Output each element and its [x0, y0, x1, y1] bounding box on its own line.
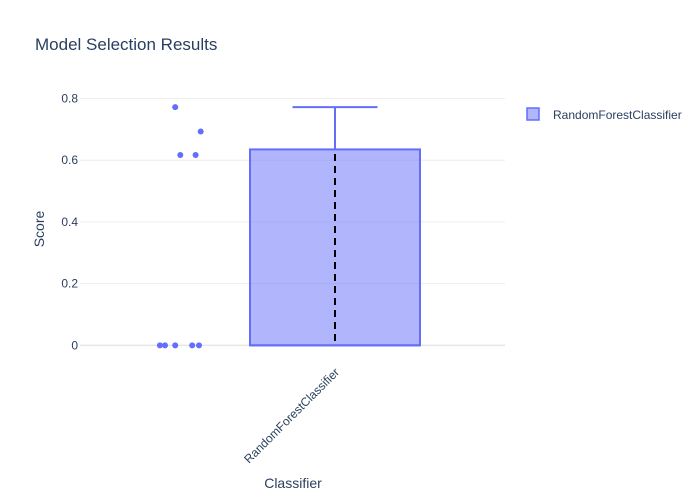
y-tick-label: 0.2 [61, 277, 78, 291]
x-axis-title: Classifier [264, 475, 322, 491]
y-tick-label: 0.4 [61, 215, 78, 229]
legend[interactable]: RandomForestClassifier [526, 107, 682, 122]
y-tick-label: 0.6 [61, 153, 78, 167]
data-point [177, 151, 184, 158]
y-tick-label: 0.8 [61, 92, 78, 106]
data-point [172, 104, 179, 111]
plot-area [156, 104, 421, 349]
chart-title: Model Selection Results [35, 35, 217, 54]
data-point [156, 342, 163, 349]
x-axis-ticks: RandomForestClassifier [241, 365, 342, 466]
x-tick-label: RandomForestClassifier [241, 365, 342, 466]
data-point [192, 151, 199, 158]
legend-swatch [526, 107, 540, 121]
y-axis-title: Score [31, 211, 47, 248]
data-point [172, 342, 179, 349]
legend-label: RandomForestClassifier [553, 108, 682, 122]
data-point [162, 342, 168, 349]
y-axis-ticks: 0 0.2 0.4 0.6 0.8 [61, 92, 78, 353]
y-tick-label: 0 [71, 338, 78, 352]
data-point [189, 342, 196, 349]
data-point [196, 342, 202, 349]
data-point [197, 128, 204, 135]
